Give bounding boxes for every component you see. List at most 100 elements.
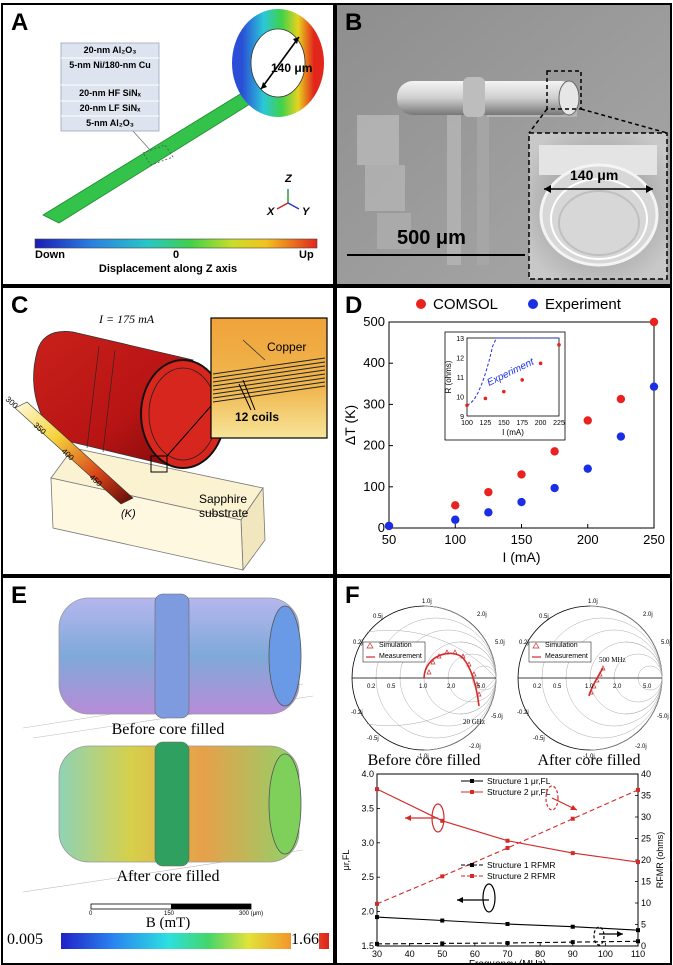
inset-y-axis-label: R (ohms)	[444, 360, 453, 393]
smith-tick-label: -5.0j	[657, 714, 669, 720]
point-comsol	[649, 317, 659, 327]
inset-point	[557, 343, 561, 347]
smith-tick-label: -2.0j	[635, 744, 647, 750]
legend-label-comsol: COMSOL	[433, 296, 498, 313]
series-marker-3	[375, 901, 379, 906]
smith-tick-label: -0.2j	[517, 710, 529, 716]
panel-b-label: B	[345, 9, 363, 36]
smith-right-freq: 500 MHz	[599, 656, 626, 664]
point-experiment	[583, 464, 592, 473]
layer-1: 20-nm Al₂O₃	[83, 45, 137, 55]
substrate-label: Sapphire substrate	[199, 492, 249, 520]
panel-a-label: A	[11, 9, 29, 36]
y-axis-label: ΔT (K)	[342, 405, 358, 445]
inset-point	[520, 378, 524, 382]
inset-x-axis-label: I (mA)	[502, 428, 524, 437]
series-marker-0	[505, 921, 510, 926]
series-marker-0	[440, 918, 445, 923]
inset-x-tick-label: 200	[535, 420, 547, 427]
smith-tick-label: 0.5	[553, 684, 562, 690]
permeability-plot-frame	[376, 773, 639, 947]
f-y-tick-label: 2.0	[361, 907, 374, 917]
panel-b: B 500 μm 140 μm	[335, 3, 672, 286]
f-y2-tick-label: 25	[641, 834, 651, 844]
x-axis-label: I (mA)	[502, 549, 540, 565]
layer-5: 5-nm Al₂O₃	[86, 118, 134, 128]
panel-f-label: F	[345, 582, 360, 609]
smith-tick-label: -1.0j	[583, 754, 595, 760]
layer-3: 20-nm HF SiNₓ	[79, 88, 141, 98]
before-core-label: Before core filled	[111, 721, 225, 738]
colorbar-title: Displacement along Z axis	[98, 263, 238, 275]
after-core-label: After core filled	[116, 868, 220, 885]
layer-stack-table	[60, 42, 160, 132]
legend-marker-comsol	[416, 299, 426, 309]
smith-tick-label: 0.5j	[539, 614, 549, 620]
panel-a: A 20-nm Al₂O₃ 5-nm Ni/180-nm Cu 20-nm HF…	[1, 3, 335, 286]
inset-x-tick-label: 175	[516, 420, 528, 427]
y-tick-label: 500	[363, 314, 385, 329]
f-x-tick-label: 110	[631, 949, 645, 959]
colorbar-down-label: Down	[35, 249, 65, 261]
f-legend-label-2: Structure 1 RFMR	[487, 860, 556, 870]
f-y2-tick-label: 35	[641, 791, 651, 801]
inset-frame	[444, 331, 566, 441]
f-x-tick-label: 40	[405, 949, 415, 959]
smith-tick-label: 1.0j	[588, 599, 598, 605]
field-colorbar-max: 1.66	[291, 931, 319, 949]
f-legend-marker-2	[470, 863, 474, 867]
series-marker-1	[440, 818, 445, 823]
f-legend-label-1: Structure 2 μr,FL	[487, 787, 551, 797]
copper-label: Copper	[267, 340, 307, 354]
panel-c-label: C	[11, 292, 29, 319]
smith-tick-label: -0.2j	[351, 710, 363, 716]
f-legend-marker-0	[470, 779, 474, 783]
smith-tick-label: 1.0	[585, 684, 594, 690]
y-tick-label: 400	[363, 355, 385, 370]
smith-tick-label: -5.0j	[491, 714, 503, 720]
point-experiment	[384, 521, 394, 531]
inset-x-tick-label: 125	[480, 420, 492, 427]
colorbar-unit: (K)	[121, 508, 136, 520]
colorbar-zero-label: 0	[173, 249, 180, 261]
x-tick-label: 100	[444, 532, 466, 547]
series-marker-0	[636, 928, 640, 933]
colorbar-up-label: Up	[299, 249, 314, 261]
smith-tick-label: -0.5j	[533, 736, 545, 742]
f-x-tick-label: 80	[535, 949, 545, 959]
point-comsol	[484, 487, 493, 497]
scale-tick-300: 300 (μm)	[239, 911, 264, 917]
smith-tick-label: 5.0j	[661, 640, 670, 646]
panel-f-charts: 30 40 50 60 70 80 90 100 110 1.5 2.0 2.5 3.0 3.5 4.0 0 5…	[341, 599, 670, 963]
smith-tick-label: 1.0j	[422, 599, 432, 605]
f-y2-axis-label: RFMR (ohms)	[655, 832, 665, 889]
inset-x-tick-label: 100	[461, 420, 473, 427]
scale-bar-label: 500 μm	[397, 227, 466, 249]
smith-tick-label: 2.0	[447, 684, 456, 690]
f-y2-tick-label: 40	[641, 769, 651, 779]
panel-e: E Before core filled After core filled 0…	[1, 576, 335, 965]
inset-point	[502, 389, 506, 394]
series-marker-1	[375, 787, 379, 792]
series-marker-1	[505, 838, 510, 843]
layer-4: 20-nm LF SiNₓ	[79, 103, 141, 113]
smith-tick-label: -2.0j	[469, 744, 481, 750]
smith-tick-label: 0.5j	[373, 614, 383, 620]
smith-tick-label: 0.2j	[519, 640, 529, 646]
axis-triad	[276, 189, 300, 210]
smith-right-caption: After core filled	[537, 752, 641, 769]
inset-y-tick-label: 13	[456, 336, 464, 343]
point-experiment	[649, 382, 659, 391]
inset-diameter-label: 140 μm	[570, 167, 619, 183]
field-colorbar-min: 0.005	[7, 931, 43, 948]
f-y2-tick-label: 0	[641, 941, 646, 951]
point-comsol	[616, 394, 626, 404]
current-label: I = 175 mA	[99, 312, 155, 326]
f-y2-tick-label: 10	[641, 898, 651, 908]
smith-tick-label: 5.0	[643, 684, 652, 690]
inset-point	[483, 396, 488, 401]
f-y-tick-label: 3.0	[361, 838, 374, 848]
axis-indicators	[405, 785, 623, 946]
panel-a-illustration	[34, 9, 324, 249]
y-tick-label: 300	[363, 396, 385, 411]
